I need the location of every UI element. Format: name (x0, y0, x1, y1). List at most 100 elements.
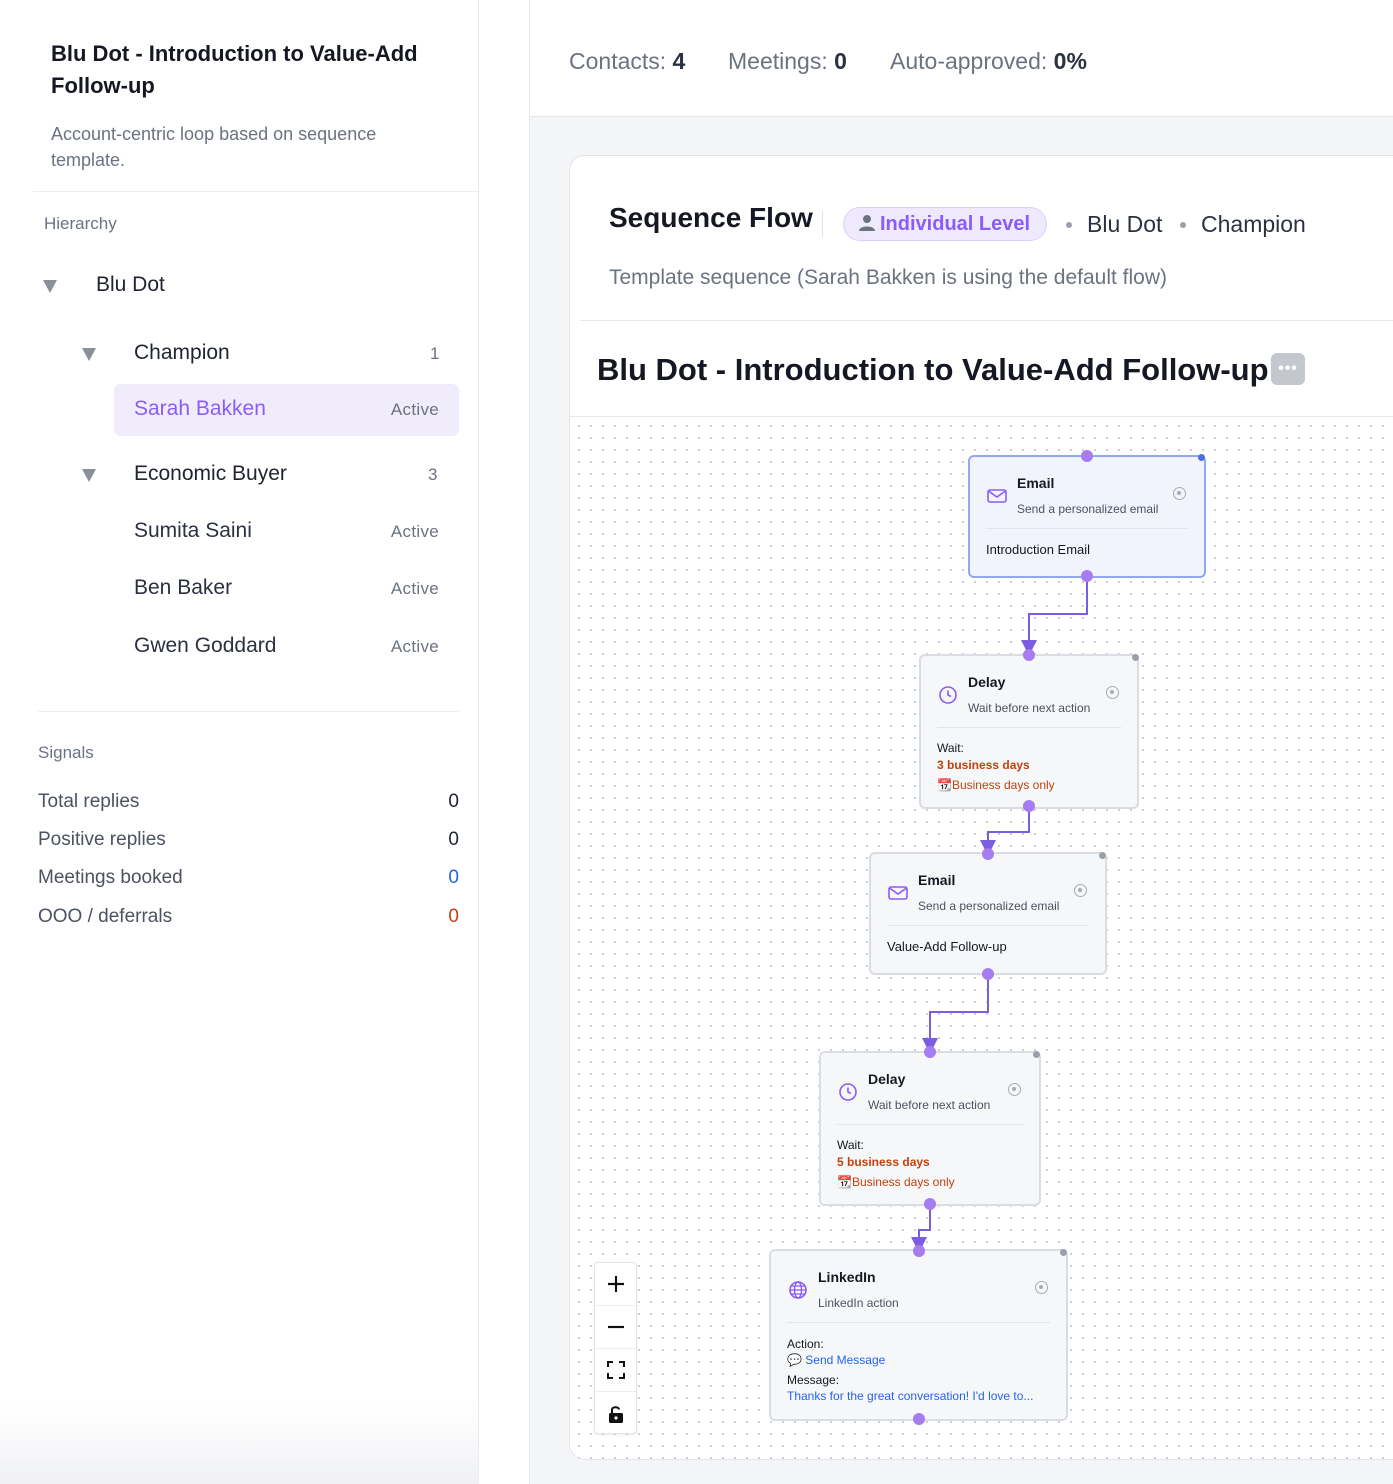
divider (937, 727, 1121, 728)
stat-value: 0% (1053, 48, 1087, 74)
flow-node-delay[interactable]: Delay Wait before next action Wait: 3 bu… (919, 654, 1139, 809)
business-days-note: 📆Business days only (837, 1175, 955, 1189)
sequence-name: Blu Dot - Introduction to Value-Add Foll… (51, 41, 418, 98)
contact-name: Sumita Saini (134, 519, 252, 542)
signal-value: 0 (448, 906, 459, 927)
node-output-handle[interactable] (982, 968, 994, 980)
signals-heading: Signals (38, 743, 94, 762)
stat-label: Meetings: (728, 48, 828, 74)
fit-view-button[interactable] (595, 1349, 636, 1392)
signal-value: 0 (448, 867, 459, 888)
contact-name: Ben Baker (134, 576, 233, 599)
flow-node-linkedin[interactable]: LinkedIn LinkedIn action Action: 💬 Send … (769, 1249, 1068, 1421)
sidebar-bottom-fade (0, 1404, 479, 1484)
zoom-out-button[interactable] (595, 1306, 636, 1349)
node-input-handle[interactable] (913, 1245, 925, 1257)
resize-handle[interactable] (1060, 1249, 1067, 1256)
resize-handle[interactable] (1132, 654, 1139, 661)
minus-icon (607, 1325, 624, 1329)
sequence-description: Account-centric loop based on sequence t… (51, 124, 377, 170)
connector-line (980, 807, 1030, 856)
signal-value: 0 (448, 791, 459, 812)
contact-row-ben-baker[interactable]: Ben Baker Active (114, 563, 459, 615)
signal-positive-replies: Positive replies 0 (38, 829, 459, 855)
group-label: Economic Buyer (134, 462, 287, 485)
stat-value: 0 (834, 48, 847, 74)
settings-icon[interactable] (1008, 1083, 1021, 1096)
node-input-handle[interactable] (1081, 450, 1093, 462)
group-count: 1 (430, 344, 440, 363)
node-input-handle[interactable] (982, 848, 994, 860)
node-output-handle[interactable] (1023, 800, 1035, 812)
caret-down-icon[interactable] (82, 469, 96, 482)
contact-row-sarah-bakken[interactable]: Sarah Bakken Active (114, 384, 459, 436)
node-title: Delay (868, 1071, 906, 1087)
person-icon (858, 213, 876, 236)
mail-icon (987, 489, 1007, 503)
settings-icon[interactable] (1106, 686, 1119, 699)
node-title: Delay (968, 674, 1006, 690)
settings-icon[interactable] (1173, 487, 1186, 500)
divider (822, 211, 823, 237)
level-badge: Individual Level (843, 207, 1048, 241)
signal-label: Meetings booked (38, 867, 183, 888)
node-input-handle[interactable] (1023, 649, 1035, 661)
resize-handle[interactable] (1099, 852, 1106, 859)
flow-connectors (911, 577, 1088, 1253)
clock-icon (839, 1083, 857, 1101)
wait-value: 3 business days (937, 758, 1030, 772)
resize-handle[interactable] (1198, 454, 1205, 461)
contact-row-sumita-saini[interactable]: Sumita Saini Active (114, 506, 459, 558)
caret-down-icon[interactable] (43, 280, 57, 293)
globe-icon (789, 1281, 807, 1299)
sequence-flow-title: Sequence Flow (609, 202, 813, 233)
node-output-handle[interactable] (1081, 570, 1093, 582)
signal-label: Positive replies (38, 829, 166, 850)
connector-line (922, 975, 989, 1054)
flow-node-email[interactable]: Email Send a personalized email Value-Ad… (869, 852, 1107, 975)
signal-meetings-booked: Meetings booked 0 (38, 867, 459, 893)
divider (580, 320, 1393, 321)
settings-icon[interactable] (1074, 884, 1087, 897)
node-output-handle[interactable] (913, 1413, 925, 1425)
clock-icon (939, 686, 957, 704)
account-label: Blu Dot (96, 273, 165, 296)
group-label: Champion (134, 341, 230, 364)
breadcrumb-separator (1066, 222, 1072, 228)
lock-button[interactable] (595, 1392, 636, 1435)
panel-gutter (479, 0, 530, 1484)
connector-line (1021, 577, 1088, 656)
divider (787, 1322, 1050, 1323)
wait-value: 5 business days (837, 1155, 930, 1169)
divider (887, 925, 1089, 926)
divider (986, 528, 1188, 529)
settings-icon[interactable] (1035, 1281, 1048, 1294)
more-options-icon[interactable]: ••• (1271, 353, 1305, 385)
node-subtitle: Send a personalized email (918, 899, 1060, 913)
resize-handle[interactable] (1033, 1051, 1040, 1058)
contact-status: Active (390, 637, 439, 656)
contact-row-gwen-goddard[interactable]: Gwen Goddard Active (114, 621, 459, 673)
node-output-handle[interactable] (924, 1198, 936, 1210)
zoom-in-button[interactable] (595, 1263, 636, 1306)
action-value: 💬 Send Message (787, 1353, 886, 1367)
level-label: Individual Level (880, 212, 1031, 235)
message-label: Message: (787, 1373, 840, 1387)
flow-node-email[interactable]: Email Send a personalized email Introduc… (968, 455, 1206, 578)
lock-icon (608, 1405, 623, 1423)
node-input-handle[interactable] (924, 1046, 936, 1058)
caret-down-icon[interactable] (82, 348, 96, 361)
divider (33, 191, 478, 192)
node-subtitle: LinkedIn action (818, 1296, 899, 1310)
signal-total-replies: Total replies 0 (38, 791, 459, 817)
stat-label: Contacts: (569, 48, 667, 74)
contact-status: Active (390, 522, 439, 541)
signal-label: OOO / deferrals (38, 906, 173, 927)
business-days-note: 📆Business days only (937, 778, 1055, 792)
contact-name: Gwen Goddard (134, 634, 277, 657)
flow-node-delay[interactable]: Delay Wait before next action Wait: 5 bu… (819, 1051, 1041, 1206)
node-subtitle: Wait before next action (868, 1098, 991, 1112)
wait-label: Wait: (937, 741, 964, 755)
action-label: Action: (787, 1337, 824, 1351)
signal-value: 0 (448, 829, 459, 850)
